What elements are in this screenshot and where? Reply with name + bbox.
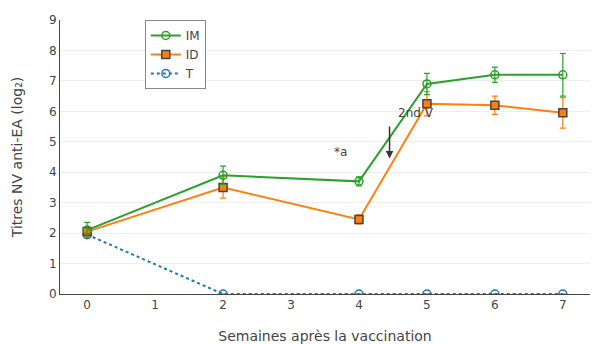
svg-text:7: 7 [49,74,57,88]
svg-text:ID: ID [186,48,199,62]
svg-text:1: 1 [151,298,159,312]
svg-text:0: 0 [49,287,57,301]
svg-text:IM: IM [186,29,200,43]
svg-text:6: 6 [491,298,499,312]
svg-text:Semaines après la vaccination: Semaines après la vaccination [218,328,431,344]
svg-text:1: 1 [49,257,57,271]
svg-text:2: 2 [219,298,227,312]
svg-text:*a: *a [334,145,347,159]
svg-text:8: 8 [49,44,57,58]
svg-text:4: 4 [355,298,363,312]
svg-text:T: T [185,67,194,81]
svg-text:0: 0 [83,298,91,312]
svg-text:2nd V: 2nd V [398,106,434,120]
svg-text:6: 6 [49,105,57,119]
svg-text:9: 9 [49,13,57,27]
svg-text:5: 5 [49,135,57,149]
svg-text:Titres NV anti-EA (log₂): Titres NV anti-EA (log₂) [9,77,25,238]
svg-text:3: 3 [49,196,57,210]
svg-text:4: 4 [49,165,57,179]
svg-text:3: 3 [287,298,295,312]
svg-text:2: 2 [49,226,57,240]
svg-text:7: 7 [559,298,567,312]
svg-text:5: 5 [423,298,431,312]
